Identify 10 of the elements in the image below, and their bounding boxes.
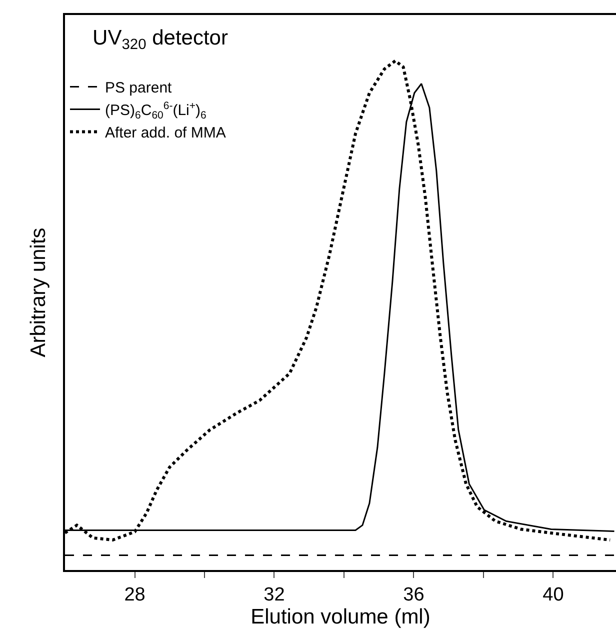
x-tick-label: 40: [542, 584, 564, 606]
chart-title: UV$_{320}$ detector: [92, 26, 228, 54]
legend-label: After add. of MMA: [105, 124, 226, 142]
x-tick-label: 32: [264, 584, 285, 606]
x-tick-label: 36: [403, 584, 424, 606]
x-tick-label: 28: [124, 584, 146, 606]
text: (PS)$_{6}$C$_{60}$$^{6-}$(Li$^{+}$)$_{6}$: [105, 100, 206, 122]
x-axis-title: Elution volume (ml): [250, 606, 430, 629]
legend-label: PS parent: [105, 80, 173, 97]
y-axis-title: Arbitrary units: [26, 228, 50, 358]
